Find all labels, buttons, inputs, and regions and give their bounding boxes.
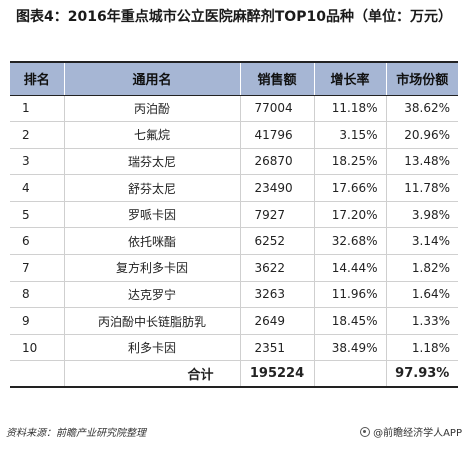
- cell-growth: 11.96%: [314, 281, 387, 309]
- cell-growth: 38.49%: [314, 334, 387, 362]
- cell-share: 38.62%: [386, 95, 458, 123]
- cell-rank: 3: [10, 148, 65, 176]
- total-empty-cell: [10, 360, 65, 388]
- cell-rank: 5: [10, 201, 65, 229]
- cell-rank: 7: [10, 254, 65, 282]
- cell-sales: 3263: [240, 281, 315, 309]
- table-row: 6 依托咪酯 6252 32.68% 3.14%: [10, 227, 458, 256]
- cell-sales: 23490: [240, 174, 315, 202]
- table-row: 1 丙泊酚 77004 11.18% 38.62%: [10, 95, 458, 123]
- cell-growth: 14.44%: [314, 254, 387, 282]
- total-sales: 195224: [240, 360, 315, 388]
- header-growth: 增长率: [314, 61, 387, 96]
- cell-share: 1.64%: [386, 281, 458, 309]
- cell-growth: 32.68%: [314, 227, 387, 256]
- cell-share: 1.82%: [386, 254, 458, 282]
- header-name: 通用名: [64, 61, 241, 96]
- cell-share: 20.96%: [386, 121, 458, 149]
- total-label: 合计: [64, 360, 241, 388]
- cell-share: 3.98%: [386, 201, 458, 229]
- table-row: 3 瑞芬太尼 26870 18.25% 13.48%: [10, 148, 458, 176]
- cell-name: 利多卡因: [64, 334, 241, 362]
- table-row: 7 复方利多卡因 3622 14.44% 1.82%: [10, 254, 458, 282]
- page-title: 图表4：2016年重点城市公立医院麻醉剂TOP10品种（单位：万元）: [16, 9, 452, 25]
- brand-text: @前瞻经济学人APP: [373, 428, 462, 439]
- cell-name: 瑞芬太尼: [64, 148, 241, 176]
- cell-name: 复方利多卡因: [64, 254, 241, 282]
- source-note: 资料来源：前瞻产业研究院整理: [6, 428, 146, 439]
- table-row: 9 丙泊酚中长链脂肪乳 2649 18.45% 1.33%: [10, 307, 458, 335]
- cell-name: 达克罗宁: [64, 281, 241, 309]
- cell-name: 丙泊酚中长链脂肪乳: [64, 307, 241, 335]
- logo-circle-icon: [360, 427, 371, 437]
- cell-rank: 10: [10, 334, 65, 362]
- cell-sales: 26870: [240, 148, 315, 176]
- cell-sales: 7927: [240, 201, 315, 229]
- total-empty-cell: [314, 360, 387, 388]
- cell-share: 11.78%: [386, 174, 458, 202]
- cell-growth: 3.15%: [314, 121, 387, 149]
- cell-name: 七氟烷: [64, 121, 241, 149]
- cell-growth: 18.25%: [314, 148, 387, 176]
- table-row: 4 舒芬太尼 23490 17.66% 11.78%: [10, 174, 458, 202]
- cell-rank: 8: [10, 281, 65, 309]
- data-table: 排名 通用名 销售额 增长率 市场份额 1 丙泊酚 77004 11.18% 3…: [10, 61, 458, 388]
- header-share: 市场份额: [386, 61, 458, 96]
- cell-sales: 3622: [240, 254, 315, 282]
- header-rank: 排名: [10, 61, 65, 96]
- table-row: 10 利多卡因 2351 38.49% 1.18%: [10, 334, 458, 362]
- cell-rank: 9: [10, 307, 65, 335]
- cell-growth: 17.20%: [314, 201, 387, 229]
- table-row: 5 罗哌卡因 7927 17.20% 3.98%: [10, 201, 458, 229]
- cell-name: 丙泊酚: [64, 95, 241, 123]
- cell-sales: 2649: [240, 307, 315, 335]
- cell-rank: 2: [10, 121, 65, 149]
- cell-share: 1.18%: [386, 334, 458, 362]
- cell-share: 1.33%: [386, 307, 458, 335]
- table-header-row: 排名 通用名 销售额 增长率 市场份额: [10, 61, 458, 96]
- table-row: 2 七氟烷 41796 3.15% 20.96%: [10, 121, 458, 149]
- cell-share: 13.48%: [386, 148, 458, 176]
- cell-rank: 6: [10, 227, 65, 256]
- cell-name: 罗哌卡因: [64, 201, 241, 229]
- cell-name: 舒芬太尼: [64, 174, 241, 202]
- cell-sales: 77004: [240, 95, 315, 123]
- footer: 资料来源：前瞻产业研究院整理 @前瞻经济学人APP: [6, 425, 462, 443]
- cell-sales: 6252: [240, 227, 315, 256]
- cell-rank: 4: [10, 174, 65, 202]
- cell-share: 3.14%: [386, 227, 458, 256]
- cell-name: 依托咪酯: [64, 227, 241, 256]
- total-row: 合计 195224 97.93%: [10, 360, 458, 388]
- cell-growth: 17.66%: [314, 174, 387, 202]
- total-share: 97.93%: [386, 360, 458, 388]
- cell-sales: 2351: [240, 334, 315, 362]
- table-row: 8 达克罗宁 3263 11.96% 1.64%: [10, 281, 458, 309]
- cell-growth: 11.18%: [314, 95, 387, 123]
- brand-credit: @前瞻经济学人APP: [360, 425, 462, 443]
- header-sales: 销售额: [240, 61, 315, 96]
- cell-rank: 1: [10, 95, 65, 123]
- cell-growth: 18.45%: [314, 307, 387, 335]
- cell-sales: 41796: [240, 121, 315, 149]
